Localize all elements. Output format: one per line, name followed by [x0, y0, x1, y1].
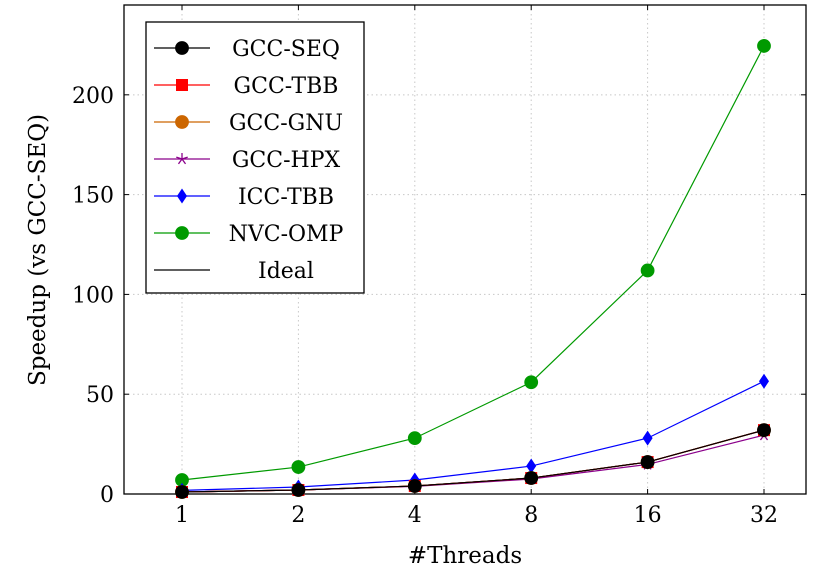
x-tick-label: 16	[634, 503, 662, 528]
legend-label: GCC-TBB	[234, 74, 339, 99]
series-line-icc-tbb	[181, 380, 765, 492]
y-tick-label: 100	[72, 283, 114, 308]
axis-ticks: 1 2 4 8 16 32 0 50 100 150 200	[72, 5, 806, 528]
series-gcc-gnu	[175, 423, 771, 499]
y-axis-label: Speedup (vs GCC-SEQ)	[25, 114, 51, 386]
y-tick-label: 150	[72, 184, 114, 209]
data-point-nvc-omp	[757, 39, 771, 53]
x-tick-label: 4	[408, 503, 422, 528]
data-point-gcc-seq	[291, 483, 306, 497]
series-gcc-tbb	[176, 424, 770, 499]
legend-marker	[175, 115, 189, 129]
legend-item-nvc-omp: NVC-OMP	[154, 222, 344, 247]
series-gcc-seq	[175, 423, 771, 499]
legend-label: GCC-HPX	[232, 148, 341, 173]
legend-label: ICC-TBB	[238, 185, 334, 210]
data-point-gcc-seq	[757, 423, 771, 438]
legend-item-gcc-seq: GCC-SEQ	[154, 37, 340, 62]
series-line-gcc-hpx	[181, 434, 765, 493]
data-point-nvc-omp	[524, 375, 539, 390]
star-arm	[181, 156, 188, 160]
data-point-gcc-seq	[640, 455, 655, 469]
data-point-icc-tbb	[526, 458, 537, 474]
data-point-gcc-seq	[524, 471, 539, 485]
data-point-nvc-omp	[640, 263, 655, 278]
legend-marker	[175, 226, 189, 240]
plot-frame	[123, 4, 807, 495]
legend-item-icc-tbb: ICC-TBB	[154, 185, 334, 210]
series-layer	[175, 39, 771, 499]
legend-marker	[177, 188, 187, 204]
star-arm	[181, 158, 187, 165]
x-tick-label: 1	[175, 503, 189, 528]
legend-label: NVC-OMP	[229, 222, 344, 247]
legend-marker	[176, 153, 188, 165]
x-tick-label: 8	[524, 503, 538, 528]
series-line-gcc-seq	[181, 429, 765, 493]
legend-label: Ideal	[258, 259, 314, 284]
data-point-gcc-seq	[175, 485, 189, 499]
star-arm	[176, 156, 183, 160]
y-tick-label: 0	[100, 483, 114, 508]
legend-marker	[176, 79, 188, 91]
data-point-icc-tbb	[642, 430, 653, 446]
y-tick-label: 50	[86, 383, 114, 408]
legend-item-gcc-gnu: GCC-GNU	[154, 111, 343, 136]
y-tick-label: 200	[72, 84, 114, 109]
legend-item-ideal: Ideal	[154, 259, 314, 284]
series-gcc-hpx	[176, 429, 770, 498]
data-point-nvc-omp	[291, 460, 306, 474]
legend-marker	[175, 41, 189, 55]
series-nvc-omp	[175, 39, 771, 487]
legend-item-gcc-hpx: GCC-HPX	[154, 148, 340, 173]
data-point-icc-tbb	[759, 373, 769, 389]
legend: GCC-SEQ GCC-TBB GCC-GNU GCC-HPX ICC-TBB NVC-O…	[145, 21, 365, 294]
series-icc-tbb	[177, 373, 769, 498]
data-point-nvc-omp	[407, 431, 422, 446]
x-tick-label: 32	[750, 503, 778, 528]
series-line-nvc-omp	[181, 45, 765, 481]
legend-label: GCC-SEQ	[232, 37, 340, 62]
data-point-gcc-seq	[407, 479, 422, 493]
x-tick-label: 2	[291, 503, 305, 528]
star-arm	[177, 158, 183, 165]
x-axis-label: #Threads	[408, 543, 522, 569]
legend-item-gcc-tbb: GCC-TBB	[154, 74, 338, 99]
legend-label: GCC-GNU	[229, 111, 343, 136]
